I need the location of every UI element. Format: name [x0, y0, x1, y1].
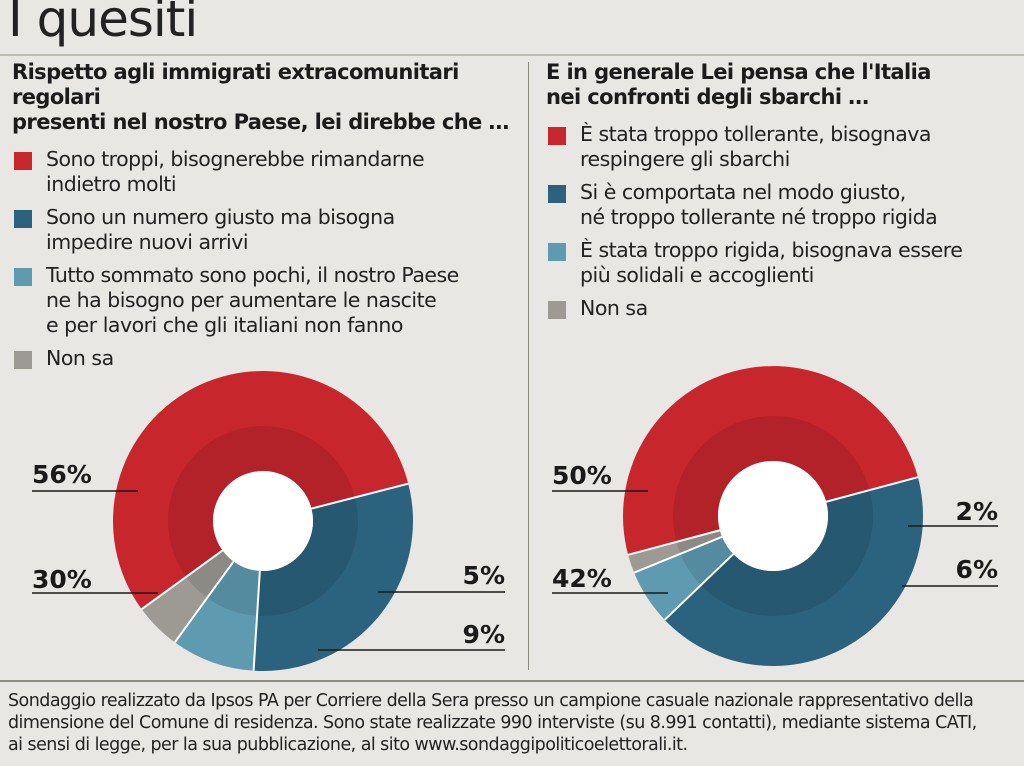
- page-title: I quesiti: [8, 0, 198, 48]
- footer-line: dimensione del Comune di residenza. Sono…: [8, 713, 977, 733]
- donut-slice-light-teal: [174, 561, 260, 671]
- legend-swatch-red: [548, 127, 566, 145]
- legend-swatch-gray: [548, 301, 566, 319]
- slice-separator: [627, 529, 721, 556]
- slice-separator: [174, 560, 235, 643]
- legend-line: È stata troppo tollerante, bisognava: [580, 122, 931, 146]
- donut-slice-light-teal: [634, 536, 734, 620]
- slice-separator: [141, 549, 224, 610]
- donut-slice-red: [623, 366, 918, 555]
- legend-item-too-many: Sono troppi, bisognerebbe rimandarne ind…: [12, 147, 517, 197]
- slice-separator: [311, 482, 409, 510]
- legend-item-too-few: Tutto sommato sono pochi, il nostro Paes…: [12, 263, 517, 338]
- left-legend: Sono troppi, bisognerebbe rimandarne ind…: [12, 147, 517, 371]
- legend-line: Tutto sommato sono pochi, il nostro Paes…: [46, 263, 459, 287]
- slice-separator: [633, 535, 723, 574]
- legend-line: ne ha bisogno per aumentare le nascite: [46, 288, 437, 312]
- question-line: Rispetto agli immigrati extracomunitari …: [12, 60, 459, 109]
- donut-slice-dark-teal: [253, 483, 413, 671]
- donut-slice-shade-gray: [676, 530, 723, 554]
- question-line: presenti nel nostro Paese, lei direbbe c…: [12, 110, 509, 134]
- data-label-gray: 2%: [956, 497, 998, 526]
- panel-divider: [528, 62, 529, 670]
- donut-slice-shade-dark-teal: [257, 497, 359, 616]
- data-label-light-teal: 6%: [956, 555, 998, 584]
- top-divider: [0, 54, 1024, 56]
- question-line: nei confronti degli sbarchi …: [546, 85, 869, 109]
- left-panel: Rispetto agli immigrati extracomunitari …: [12, 60, 517, 379]
- legend-line: Sono un numero giusto ma bisogna: [46, 205, 395, 229]
- legend-swatch-dark-teal: [14, 210, 32, 228]
- legend-line: più solidali e accoglienti: [580, 263, 814, 287]
- legend-swatch-light-teal: [14, 268, 32, 286]
- legend-swatch-light-teal: [548, 243, 566, 261]
- legend-line: Sono troppi, bisognerebbe rimandarne: [46, 147, 425, 171]
- data-label-light-teal: 9%: [463, 620, 505, 649]
- legend-item-too-tolerant: È stata troppo tollerante, bisognava res…: [546, 122, 1016, 172]
- donut-hole: [718, 461, 828, 571]
- legend-line: Non sa: [580, 296, 648, 320]
- footer-line: Sondaggio realizzato da Ipsos PA per Cor…: [8, 691, 974, 711]
- legend-line: È stata troppo rigida, bisognava essere: [580, 238, 963, 262]
- legend-line: né troppo tollerante né troppo rigida: [580, 205, 938, 229]
- data-label-red: 56%: [32, 460, 92, 489]
- legend-swatch-gray: [14, 351, 32, 369]
- legend-line: indietro molti: [46, 172, 177, 196]
- legend-line: Si è comportata nel modo giusto,: [580, 180, 906, 204]
- legend-line: respingere gli sbarchi: [580, 147, 790, 171]
- slice-separator: [825, 476, 919, 503]
- data-label-dark-teal: 42%: [552, 564, 612, 593]
- data-label-gray: 5%: [463, 561, 505, 590]
- donut-slice-shade-light-teal: [207, 561, 260, 616]
- donut-hole: [213, 471, 313, 571]
- slice-separator: [664, 553, 734, 621]
- legend-line: impedire nuovi arrivi: [46, 230, 249, 254]
- right-legend: È stata troppo tollerante, bisognava res…: [546, 122, 1016, 321]
- donut-slice-shade-red: [673, 416, 870, 542]
- legend-line: e per lavori che gli italiani non fanno: [46, 313, 403, 337]
- legend-swatch-red: [14, 152, 32, 170]
- donut-slice-gray: [628, 530, 723, 573]
- donut-slice-gray: [141, 550, 234, 643]
- donut-slice-red: [113, 371, 409, 610]
- bottom-divider: [0, 680, 1024, 682]
- legend-item-dont-know: Non sa: [546, 296, 1016, 321]
- left-question: Rispetto agli immigrati extracomunitari …: [12, 60, 517, 135]
- donut-slice-shade-red: [168, 426, 356, 577]
- donut-slice-shade-dark-teal: [700, 490, 873, 616]
- legend-item-right-number: Sono un numero giusto ma bisogna impedir…: [12, 205, 517, 255]
- right-panel: E in generale Lei pensa che l'Italia nei…: [546, 60, 1016, 329]
- right-question: E in generale Lei pensa che l'Italia nei…: [546, 60, 1016, 110]
- slice-separator: [252, 570, 261, 671]
- legend-item-too-rigid: È stata troppo rigida, bisognava essere …: [546, 238, 1016, 288]
- donut-slice-shade-gray: [186, 550, 234, 598]
- data-label-dark-teal: 30%: [32, 565, 92, 594]
- donut-slice-dark-teal: [664, 477, 923, 666]
- legend-line: Non sa: [46, 346, 114, 370]
- data-label-red: 50%: [552, 461, 612, 490]
- footer-line: ai sensi di legge, per la sua pubblicazi…: [8, 735, 688, 755]
- question-line: E in generale Lei pensa che l'Italia: [546, 60, 931, 84]
- footer-note: Sondaggio realizzato da Ipsos PA per Cor…: [8, 690, 1022, 756]
- legend-item-dont-know: Non sa: [12, 346, 517, 371]
- legend-swatch-dark-teal: [548, 185, 566, 203]
- legend-item-right-way: Si è comportata nel modo giusto, né trop…: [546, 180, 1016, 230]
